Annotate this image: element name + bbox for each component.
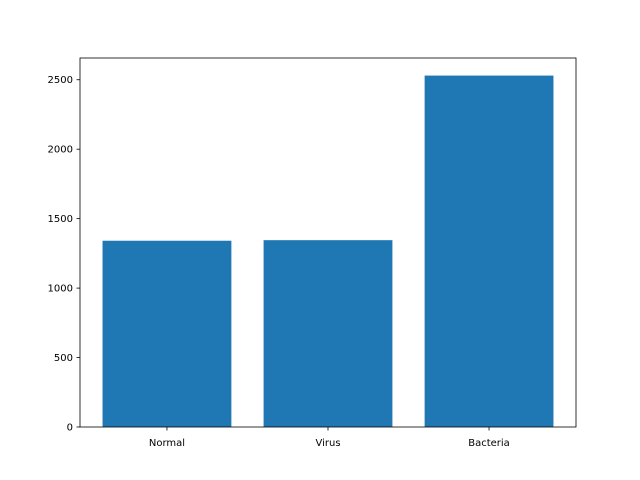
x-tick-label: Normal <box>149 438 185 449</box>
x-axis-ticks: Normal Virus Bacteria <box>149 427 510 449</box>
y-tick-label: 0 <box>67 423 73 434</box>
bars-group <box>102 75 554 428</box>
x-tick-label: Virus <box>315 438 340 449</box>
y-tick-label: 500 <box>54 353 73 364</box>
axes-frame <box>79 57 577 428</box>
bar-normal <box>102 240 232 427</box>
y-axis-ticks: 0 500 1000 1500 2000 2500 <box>48 75 80 434</box>
bar-virus <box>263 240 393 427</box>
bar-bacteria <box>424 75 554 428</box>
y-tick-label: 2000 <box>48 145 73 156</box>
y-tick-label: 2500 <box>48 75 73 86</box>
y-tick-label: 1000 <box>48 284 73 295</box>
x-tick-label: Bacteria <box>468 438 510 449</box>
y-tick-label: 1500 <box>48 214 73 225</box>
